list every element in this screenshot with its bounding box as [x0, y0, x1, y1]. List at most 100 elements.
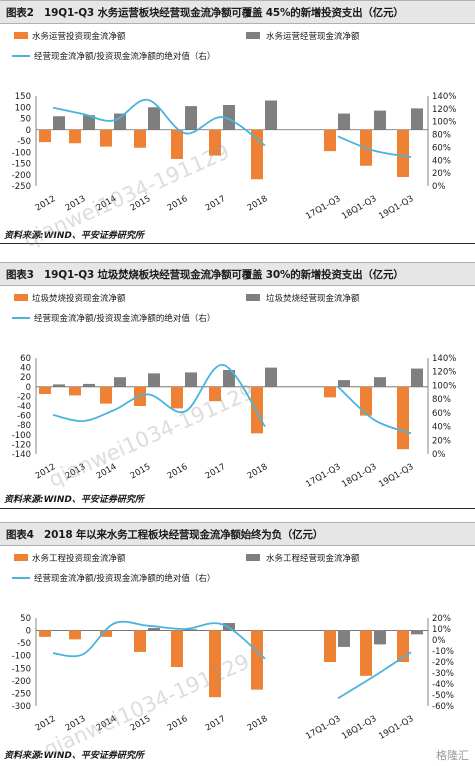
- legend-label-ratio: 经营现金流净额/投资现金流净额的绝对值（右）: [34, 573, 215, 584]
- y-left-tick-label: -20: [17, 392, 31, 402]
- x-tick-label: 2012: [34, 194, 58, 213]
- y-right-tick-label: 40%: [432, 423, 451, 433]
- figure-title: 图表4 2018 年以来水务工程板块经营现金流净额始终为负（亿元）: [6, 529, 324, 541]
- bar-investing: [397, 386, 409, 450]
- bar-operating: [265, 100, 277, 130]
- y-left-tick-label: -60: [17, 412, 31, 422]
- bar-operating: [374, 377, 386, 387]
- x-tick-label: 2016: [166, 194, 190, 213]
- figure-panel-3: 图表4 2018 年以来水务工程板块经营现金流净额始终为负（亿元） 水务工程投资…: [0, 522, 475, 766]
- x-tick-label: 2017: [204, 462, 228, 481]
- x-tick-label: 2016: [166, 462, 190, 481]
- x-tick-label: 2015: [129, 462, 153, 481]
- y-left-tick-label: 20: [20, 373, 31, 383]
- bar-investing: [324, 129, 336, 152]
- legend-label-operating: 水务工程经营现金流净额: [266, 553, 360, 564]
- x-tick-label: 2015: [129, 714, 153, 733]
- x-tick-label: 19Q1-Q3: [377, 462, 415, 490]
- chart-1: 水务运营投资现金流净额 水务运营经营现金流净额经营现金流净额/投资现金流净额的绝对…: [12, 31, 457, 222]
- y-left-tick-label: -300: [12, 702, 31, 712]
- ratio-line-quarterly: [337, 651, 412, 700]
- legend-swatch-operating: [246, 294, 260, 301]
- y-left-tick-label: -80: [17, 421, 31, 431]
- figure-title: 图表2 19Q1-Q3 水务运营板块经营现金流净额可覆盖 45%的新增投资支出（…: [6, 7, 404, 19]
- figure-title-bar: 图表2 19Q1-Q3 水务运营板块经营现金流净额可覆盖 45%的新增投资支出（…: [0, 0, 475, 24]
- y-left-tick-label: 60: [20, 354, 31, 364]
- y-right-tick-label: 100%: [432, 118, 456, 128]
- x-tick-label: 17Q1-Q3: [304, 462, 342, 490]
- x-tick-label: 2013: [64, 194, 88, 213]
- figure-title-bar: 图表3 19Q1-Q3 垃圾焚烧板块经营现金流净额可覆盖 30%的新增投资支出（…: [0, 262, 475, 286]
- x-tick-label: 2018: [246, 194, 270, 213]
- y-left-tick-label: -150: [12, 160, 31, 170]
- y-right-tick-label: 80%: [432, 131, 451, 141]
- bar-investing: [251, 630, 263, 690]
- figure-panel-2: 图表3 19Q1-Q3 垃圾焚烧板块经营现金流净额可覆盖 30%的新增投资支出（…: [0, 262, 475, 512]
- y-right-tick-label: 140%: [432, 354, 456, 364]
- legend-label-ratio: 经营现金流净额/投资现金流净额的绝对值（右）: [34, 313, 215, 324]
- bar-investing: [171, 630, 183, 668]
- bar-investing: [209, 630, 221, 698]
- bar-investing: [251, 386, 263, 434]
- bar-operating: [185, 372, 197, 387]
- y-right-tick-label: 80%: [432, 395, 451, 405]
- y-left-tick-label: 50: [20, 115, 31, 125]
- bar-investing: [209, 386, 221, 402]
- bar-operating: [83, 383, 95, 387]
- x-tick-label: 17Q1-Q3: [304, 714, 342, 742]
- bar-investing: [397, 129, 409, 177]
- figure-title: 图表3 19Q1-Q3 垃圾焚烧板块经营现金流净额可覆盖 30%的新增投资支出（…: [6, 269, 404, 281]
- logo-watermark: 格隆汇: [436, 749, 469, 762]
- y-left-tick-label: 40: [20, 364, 31, 374]
- divider: [0, 243, 475, 244]
- y-right-tick-label: -40%: [432, 680, 454, 690]
- bar-investing: [134, 630, 146, 652]
- bar-investing: [324, 386, 336, 398]
- bar-operating: [148, 373, 160, 387]
- x-tick-label: 2014: [95, 714, 119, 733]
- figure-source: 资料来源:WIND、平安证券研究所: [4, 231, 144, 241]
- y-right-tick-label: 100%: [432, 381, 456, 391]
- x-tick-label: 2012: [34, 714, 58, 733]
- legend-swatch-operating: [246, 32, 260, 39]
- y-right-tick-label: 40%: [432, 156, 451, 166]
- bar-operating: [148, 628, 160, 631]
- y-left-tick-label: -50: [17, 137, 31, 147]
- bar-investing: [69, 630, 81, 640]
- ratio-line-annual: [52, 620, 266, 660]
- y-left-tick-label: 0: [26, 627, 31, 637]
- y-right-tick-label: -20%: [432, 658, 454, 668]
- y-right-tick-label: -60%: [432, 702, 454, 712]
- bar-operating: [223, 370, 235, 387]
- ratio-line-annual: [52, 363, 266, 428]
- x-tick-label: 2013: [64, 462, 88, 481]
- bar-operating: [223, 105, 235, 130]
- bar-investing: [360, 630, 372, 676]
- bar-investing: [69, 129, 81, 144]
- bar-investing: [209, 129, 221, 156]
- legend-label-ratio: 经营现金流净额/投资现金流净额的绝对值（右）: [34, 51, 215, 62]
- y-left-tick-label: 0: [26, 126, 31, 136]
- figure-source: 资料来源:WIND、平安证券研究所: [4, 751, 144, 761]
- legend-label-investing: 水务运营投资现金流净额: [32, 31, 126, 42]
- bar-investing: [171, 386, 183, 409]
- y-right-tick-label: 0%: [432, 450, 446, 460]
- x-tick-label: 19Q1-Q3: [377, 714, 415, 742]
- bar-investing: [134, 129, 146, 148]
- bar-investing: [39, 129, 51, 143]
- bar-operating: [114, 377, 126, 387]
- y-left-tick-label: -140: [12, 450, 31, 460]
- legend-label-operating: 水务运营经营现金流净额: [266, 31, 360, 42]
- y-left-tick-label: -250: [12, 689, 31, 699]
- legend-swatch-investing: [14, 32, 28, 39]
- x-tick-label: 19Q1-Q3: [377, 194, 415, 222]
- legend-label-operating: 垃圾焚烧经营现金流净额: [266, 293, 360, 304]
- bar-operating: [374, 630, 386, 645]
- figure-panel-1: 图表2 19Q1-Q3 水务运营板块经营现金流净额可覆盖 45%的新增投资支出（…: [0, 0, 475, 245]
- y-right-tick-label: -50%: [432, 691, 454, 701]
- x-tick-label: 18Q1-Q3: [340, 714, 378, 742]
- legend-swatch-investing: [14, 554, 28, 561]
- bar-investing: [171, 129, 183, 159]
- x-tick-label: 2018: [246, 714, 270, 733]
- bar-operating: [411, 368, 423, 387]
